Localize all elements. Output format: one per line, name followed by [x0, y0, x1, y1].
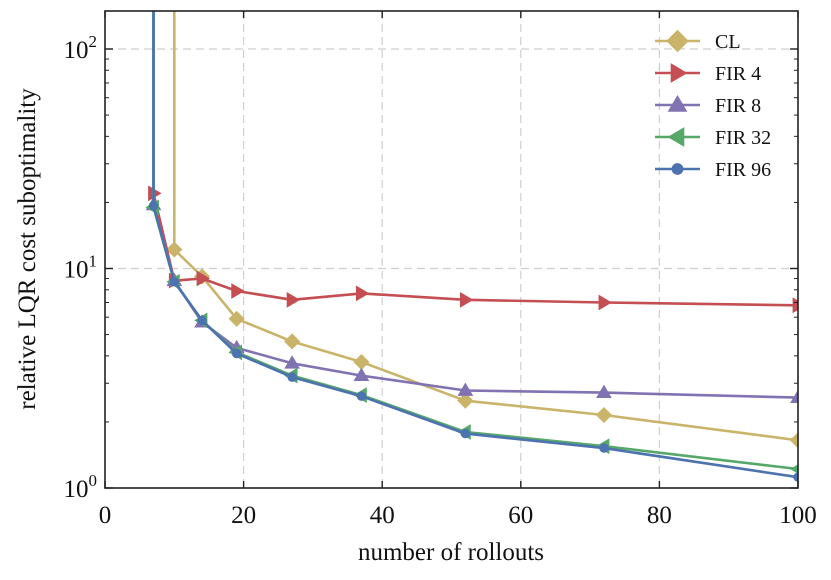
legend-item-fir-96: FIR 96: [655, 159, 771, 181]
data-point-cl: [166, 241, 183, 258]
data-point-cl: [457, 392, 474, 409]
y-tick-exponent: 0: [89, 471, 98, 490]
data-point-fir-4: [459, 291, 474, 308]
x-tick-label: 100: [779, 502, 817, 529]
data-point-fir-4: [286, 291, 301, 308]
y-tick-label: 102: [64, 32, 98, 64]
legend-label: FIR 32: [715, 127, 771, 149]
y-tick-label: 100: [64, 471, 98, 503]
ticks: [104, 11, 799, 489]
data-point-fir-8: [457, 382, 474, 396]
y-tick-base: 10: [64, 37, 89, 64]
legend-label: FIR 4: [715, 63, 761, 85]
data-point-cl: [228, 310, 245, 327]
legend: CL FIR 4 FIR 8 FIR 32 FIR 96: [655, 29, 771, 181]
data-point-cl: [789, 432, 798, 449]
data-point-fir-96: [148, 201, 159, 211]
series-group: [145, 11, 798, 482]
legend-swatch-marker: [670, 63, 688, 83]
x-tick-label: 20: [231, 502, 256, 529]
y-tick-label: 101: [64, 252, 98, 284]
data-point-fir-32: [790, 464, 798, 474]
data-point-fir-96: [599, 443, 609, 453]
legend-label: FIR 96: [715, 159, 771, 181]
series-line-fir-96: [152, 11, 798, 479]
y-tick-exponent: 1: [89, 252, 98, 271]
legend-swatch-marker: [667, 95, 688, 112]
legend-label: FIR 8: [715, 95, 761, 117]
data-point-fir-4: [792, 297, 798, 314]
y-axis-label: relative LQR cost suboptimality: [14, 88, 41, 410]
data-point-fir-8: [790, 389, 798, 404]
data-point-fir-96: [231, 348, 242, 359]
x-tick-label: 80: [647, 502, 672, 529]
legend-swatch-marker: [671, 163, 684, 175]
y-tick-base: 10: [64, 257, 89, 284]
x-tick-label: 60: [508, 502, 533, 529]
legend-item-fir-8: FIR 8: [655, 95, 761, 117]
data-point-fir-8: [284, 355, 300, 369]
data-point-fir-96: [197, 315, 207, 326]
data-point-fir-96: [169, 277, 180, 287]
legend-swatch-marker: [666, 29, 689, 53]
data-point-fir-4: [231, 283, 245, 299]
y-tick-exponent: 2: [89, 32, 98, 51]
data-point-fir-96: [356, 391, 367, 401]
plot-frame: [104, 10, 799, 489]
legend-item-cl: CL: [655, 29, 741, 53]
legend-swatch-marker: [667, 127, 685, 147]
data-point-fir-96: [460, 428, 471, 439]
data-point-fir-4: [196, 270, 211, 287]
y-tick-base: 10: [64, 476, 89, 503]
series-cl: [166, 11, 798, 449]
series-fir-96: [148, 11, 798, 482]
data-point-cl: [595, 406, 613, 424]
data-point-fir-8: [596, 384, 612, 399]
data-point-cl: [284, 333, 301, 350]
legend-label: CL: [715, 31, 741, 53]
data-point-fir-4: [598, 294, 612, 311]
x-tick-label: 0: [99, 502, 112, 529]
grid: [105, 11, 798, 488]
data-point-fir-96: [287, 372, 297, 382]
x-tick-labels: 0 20 40 60 80 100: [99, 502, 817, 529]
legend-item-fir-4: FIR 4: [655, 63, 761, 85]
data-point-fir-4: [356, 285, 370, 302]
x-axis-label: number of rollouts: [358, 539, 544, 566]
data-point-fir-8: [353, 367, 370, 382]
x-tick-label: 40: [370, 502, 395, 529]
plot-background: [105, 11, 798, 488]
legend-item-fir-32: FIR 32: [655, 127, 771, 149]
